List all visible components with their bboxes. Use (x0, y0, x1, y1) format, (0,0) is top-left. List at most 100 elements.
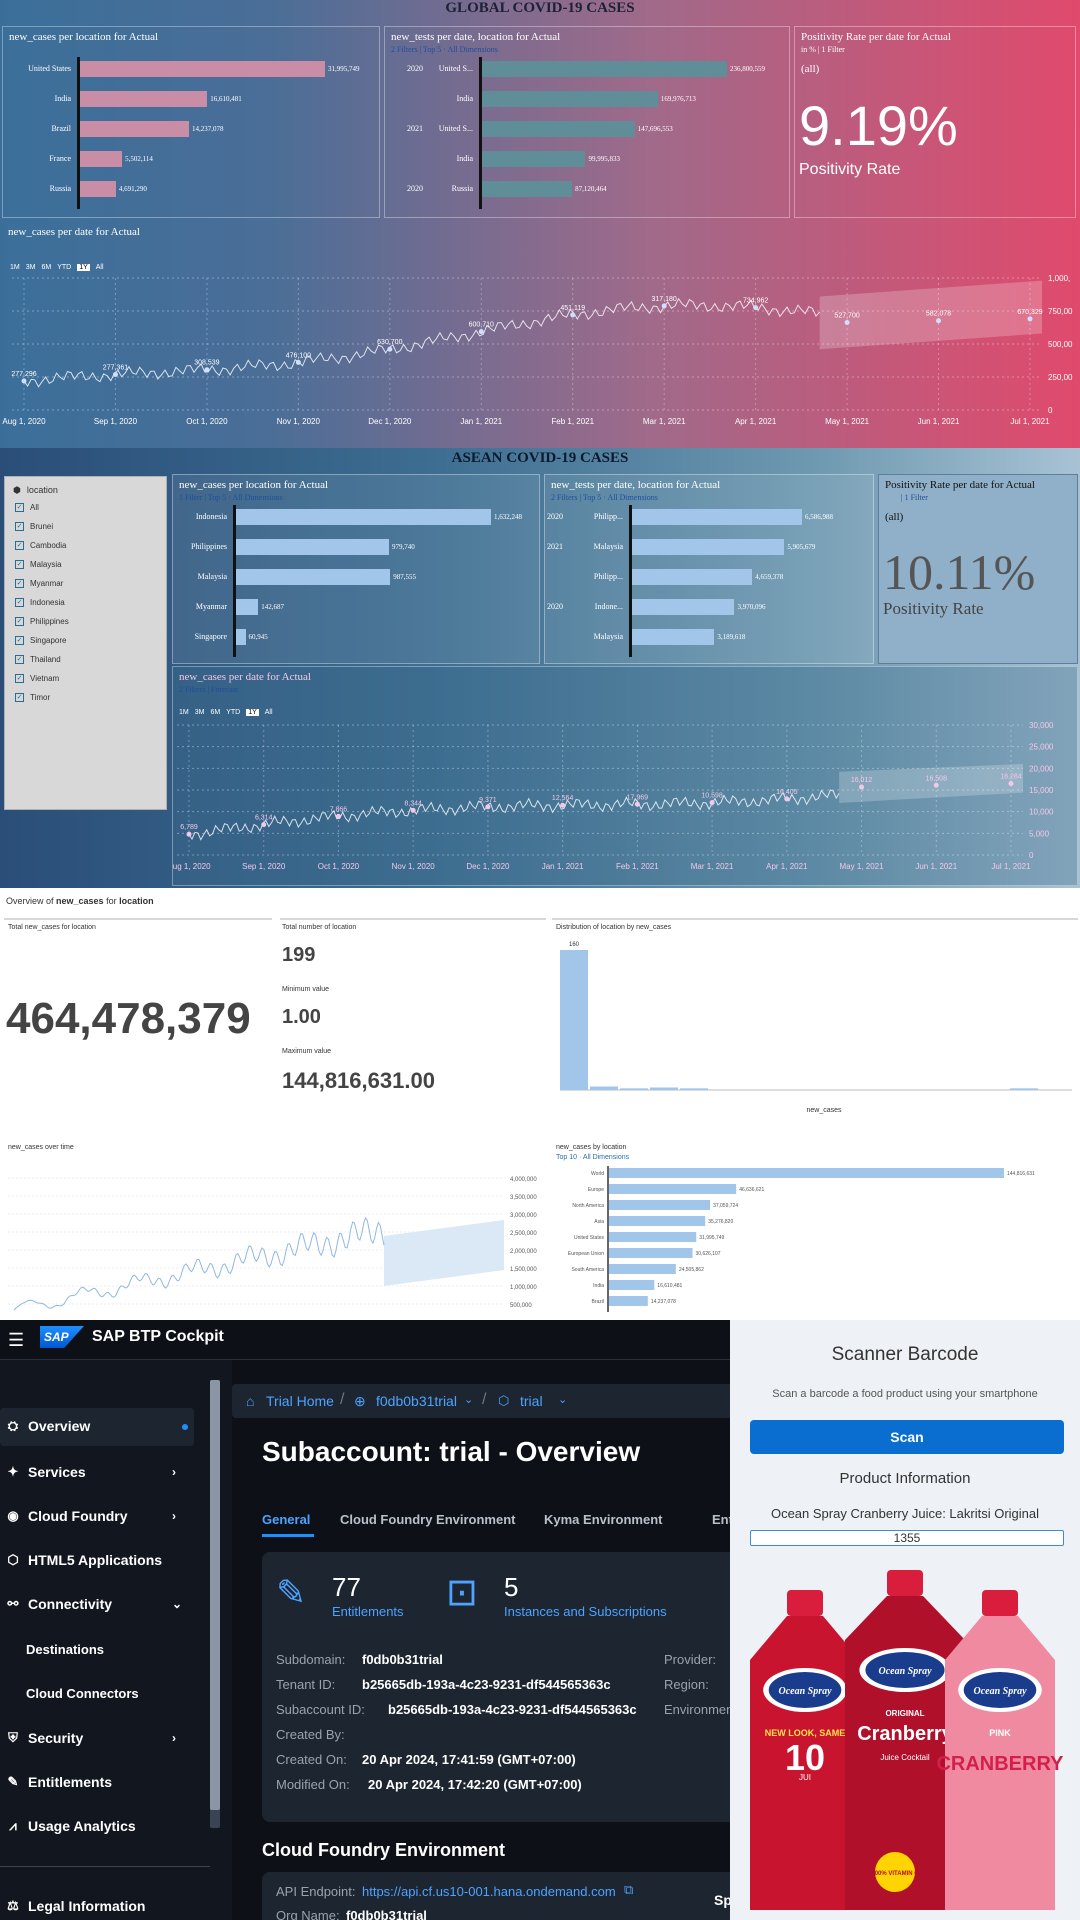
chevron-right-icon[interactable]: › (172, 1731, 176, 1745)
data-point[interactable] (485, 804, 491, 810)
copy-icon[interactable]: ⧉ (624, 1882, 634, 1897)
panel-subtitle[interactable]: 2 Filters | Top 5 · All Dimensions (391, 45, 498, 54)
range-all[interactable]: All (264, 709, 273, 716)
filter-item-vietnam[interactable]: ✓ Vietnam (15, 674, 59, 684)
histogram-bar[interactable] (620, 1088, 648, 1090)
chevron-down-icon[interactable]: ⌄ (464, 1394, 474, 1406)
filter-item-philippines[interactable]: ✓ Philippines (15, 617, 69, 627)
data-point[interactable] (933, 782, 939, 788)
checkbox[interactable]: ✓ (15, 541, 24, 551)
barcode-field[interactable]: 1355 (750, 1530, 1064, 1546)
data-point[interactable] (21, 378, 27, 384)
checkbox[interactable]: ✓ (15, 693, 24, 703)
data-point[interactable] (112, 371, 118, 377)
bar[interactable] (632, 599, 735, 615)
range-all[interactable]: All (95, 264, 104, 271)
instances-link[interactable]: Instances and Subscriptions (504, 1604, 667, 1619)
bar[interactable] (609, 1264, 676, 1274)
bar[interactable] (609, 1200, 711, 1210)
panel-subtitle[interactable]: 2 Filters | Forecast (179, 685, 239, 694)
data-point[interactable] (784, 796, 790, 802)
data-point[interactable] (859, 784, 865, 790)
chevron-down-icon[interactable]: ⌄ (172, 1597, 183, 1611)
bar[interactable] (482, 91, 658, 107)
data-point[interactable] (936, 318, 942, 324)
sidebar-item-connectivity[interactable]: ⚯ Connectivity ⌄ (0, 1586, 200, 1622)
filter-item-myanmar[interactable]: ✓ Myanmar (15, 579, 63, 589)
data-point[interactable] (709, 800, 715, 806)
bar[interactable] (80, 121, 190, 137)
api-link[interactable]: https://api.cf.us10-001.hana.ondemand.co… (362, 1884, 616, 1899)
chevron-down-icon[interactable]: ⌄ (558, 1394, 568, 1406)
breadcrumb-subaccount[interactable]: trial (520, 1393, 543, 1409)
bar[interactable] (482, 121, 635, 137)
tab-cloud-foundry-environment[interactable]: Cloud Foundry Environment (340, 1512, 516, 1527)
bar[interactable] (609, 1184, 737, 1194)
data-point[interactable] (335, 813, 341, 819)
checkbox[interactable]: ✓ (15, 522, 24, 532)
panel-subtitle[interactable]: 2 Filters | Top 5 · All Dimensions (551, 493, 658, 502)
sidebar-item-security[interactable]: ⛨ Security › (0, 1720, 200, 1756)
bar[interactable] (609, 1248, 693, 1258)
sidebar-item-entitlements[interactable]: ✎ Entitlements (0, 1764, 200, 1800)
histogram-bar[interactable] (650, 1087, 678, 1090)
checkbox[interactable]: ✓ (15, 579, 24, 589)
checkbox[interactable]: ✓ (15, 598, 24, 608)
range-3m[interactable]: 3M (25, 264, 36, 271)
data-point[interactable] (410, 807, 416, 813)
range-ytd[interactable]: YTD (226, 709, 241, 716)
histogram-bar[interactable] (560, 950, 588, 1090)
tab-general[interactable]: General (262, 1512, 311, 1527)
bar[interactable] (236, 569, 391, 585)
range-1y[interactable]: 1Y (246, 709, 259, 716)
bar[interactable] (236, 509, 491, 525)
range-selector[interactable]: 1M 3M 6M YTD 1Y All (10, 264, 110, 271)
data-point[interactable] (560, 802, 566, 808)
filter-item-all[interactable]: ✓ All (15, 503, 39, 513)
data-point[interactable] (261, 822, 267, 828)
panel-subtitle[interactable]: | 1 Filter (901, 493, 928, 502)
bar[interactable] (609, 1232, 697, 1242)
sidebar-item-destinations[interactable]: Destinations (26, 1642, 105, 1657)
home-icon[interactable]: ⌂ (246, 1393, 255, 1409)
checkbox[interactable]: ✓ (15, 560, 24, 570)
bar[interactable] (609, 1168, 1004, 1178)
bar[interactable] (609, 1296, 648, 1306)
data-point[interactable] (478, 329, 484, 335)
bar[interactable] (609, 1280, 655, 1290)
data-point[interactable] (661, 303, 667, 309)
panel-subtitle[interactable]: in % | 1 Filter (801, 45, 845, 54)
entitlements-link[interactable]: Entitlements (332, 1604, 404, 1619)
sidebar-item-cloud-foundry[interactable]: ◉ Cloud Foundry › (0, 1498, 200, 1534)
filter-item-indonesia[interactable]: ✓ Indonesia (15, 598, 65, 608)
range-1m[interactable]: 1M (10, 264, 20, 271)
bar[interactable] (80, 91, 208, 107)
tab-entitle[interactable]: Entitle (712, 1512, 730, 1527)
data-point[interactable] (1008, 781, 1014, 786)
histogram-bar[interactable] (680, 1088, 708, 1090)
data-point[interactable] (1027, 316, 1033, 322)
chevron-right-icon[interactable]: › (172, 1465, 176, 1479)
data-point[interactable] (295, 359, 301, 365)
sidebar-item-overview[interactable]: ⛭ Overview (0, 1408, 200, 1444)
sidebar-item-legal[interactable]: ⚖ Legal Information (0, 1888, 200, 1920)
filter-item-thailand[interactable]: ✓ Thailand (15, 655, 61, 665)
filter-item-malaysia[interactable]: ✓ Malaysia (15, 560, 62, 570)
bar[interactable] (236, 539, 390, 555)
bar[interactable] (609, 1216, 706, 1226)
data-point[interactable] (570, 312, 576, 318)
sidebar-scrollbar[interactable] (210, 1380, 220, 1828)
data-point[interactable] (387, 346, 393, 352)
panel-subtitle[interactable]: 1 Filter | Top 5 · All Dimensions (179, 493, 283, 502)
data-point[interactable] (186, 831, 192, 837)
checkbox[interactable]: ✓ (15, 674, 24, 684)
range-6m[interactable]: 6M (41, 264, 52, 271)
sidebar-item-services[interactable]: ✦ Services › (0, 1454, 200, 1490)
menu-icon[interactable]: ☰ (8, 1330, 25, 1350)
range-selector[interactable]: 1M 3M 6M YTD 1Y All (179, 709, 279, 716)
bar[interactable] (482, 181, 573, 197)
data-point[interactable] (204, 367, 210, 373)
sidebar-item-cloud-connectors[interactable]: Cloud Connectors (26, 1686, 139, 1701)
data-point[interactable] (753, 305, 759, 311)
filter-item-cambodia[interactable]: ✓ Cambodia (15, 541, 66, 551)
